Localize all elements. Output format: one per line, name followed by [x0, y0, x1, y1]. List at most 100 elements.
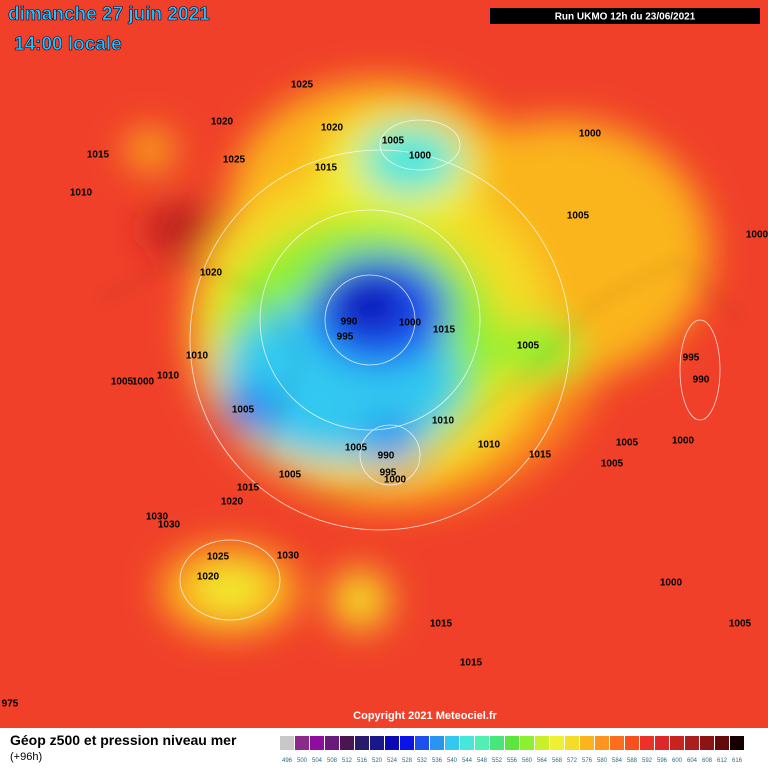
scale-label: 536: [432, 758, 443, 764]
scale-label: 532: [417, 758, 428, 764]
isobar-label: 1005: [345, 443, 368, 454]
legend-title: Géop z500 et pression niveau mer: [10, 732, 237, 748]
isobar-label: 995: [683, 353, 700, 364]
scale-swatch: [520, 736, 534, 750]
scale-label: 580: [597, 758, 608, 764]
scale-label: 568: [552, 758, 563, 764]
scale-label: 548: [477, 758, 488, 764]
scale-swatch: [415, 736, 429, 750]
isobar-label: 1000: [399, 318, 422, 329]
isobar-label: 990: [693, 375, 710, 386]
isobar-label: 1000: [579, 129, 602, 140]
isobar-label: 1005: [616, 438, 639, 449]
scale-label: 552: [492, 758, 503, 764]
isobar-label: 1000: [660, 578, 683, 589]
color-scale: 496 500 504 508 512 516 520 524 528 532 536 540 544 5…: [280, 736, 744, 764]
run-info: Run UKMO 12h du 23/06/2021: [555, 12, 696, 23]
isobar-label: 1010: [70, 188, 93, 199]
scale-label: 496: [282, 758, 293, 764]
scale-swatch: [670, 736, 684, 750]
isobar-label: 1020: [197, 572, 220, 583]
scale-label: 560: [522, 758, 533, 764]
scale-label: 528: [402, 758, 413, 764]
scale-label: 512: [342, 758, 353, 764]
isobar-label: 1010: [186, 351, 209, 362]
isobar-label: 1020: [221, 497, 244, 508]
scale-label: 524: [387, 758, 398, 764]
scale-label: 500: [297, 758, 308, 764]
scale-label: 596: [657, 758, 668, 764]
scale-swatch: [355, 736, 369, 750]
isobar-label: 1020: [321, 123, 344, 134]
run-box: [490, 8, 760, 24]
scale-swatch: [370, 736, 384, 750]
copyright: Copyright 2021 Meteociel.fr: [353, 710, 497, 722]
scale-swatch: [385, 736, 399, 750]
scale-swatch: [535, 736, 549, 750]
isobar-label: 1025: [207, 552, 230, 563]
isobar-label: 990: [341, 317, 358, 328]
scale-swatch: [430, 736, 444, 750]
scale-label: 540: [447, 758, 458, 764]
isobar-labels: 1025 1020 1020 1015 1025 1015 1005 1000 1000 1010…: [2, 80, 768, 710]
scale-label: 604: [687, 758, 698, 764]
isobar-label: 995: [380, 468, 397, 479]
isobar-label: 1020: [211, 117, 234, 128]
scale-label: 516: [357, 758, 368, 764]
isobar-label: 1010: [432, 416, 455, 427]
scale-label: 564: [537, 758, 548, 764]
legend-lead: (+96h): [10, 751, 42, 763]
isobar-label: 1000: [672, 436, 695, 447]
geopotential-field: [125, 80, 710, 635]
scale-label: 556: [507, 758, 518, 764]
scale-swatch: [580, 736, 594, 750]
isobar-label: 1020: [200, 268, 223, 279]
scale-label: 588: [627, 758, 638, 764]
scale-label: 576: [582, 758, 593, 764]
isobar-label: 1005: [111, 377, 134, 388]
scale-swatch: [565, 736, 579, 750]
scale-label: 544: [462, 758, 473, 764]
isobar-label: 1015: [87, 150, 110, 161]
scale-label: 612: [717, 758, 728, 764]
scale-label: 584: [612, 758, 623, 764]
isobar-label: 1025: [223, 155, 246, 166]
scale-swatch: [490, 736, 504, 750]
scale-swatch: [655, 736, 669, 750]
isobar-label: 1005: [382, 136, 405, 147]
scale-swatch: [475, 736, 489, 750]
scale-swatch: [340, 736, 354, 750]
isobar-label: 1005: [517, 341, 540, 352]
isobar-label: 1010: [157, 371, 180, 382]
scale-swatch: [730, 736, 744, 750]
isobar-label: 1015: [430, 619, 453, 630]
scale-swatch: [715, 736, 729, 750]
scale-label: 608: [702, 758, 713, 764]
scale-label: 520: [372, 758, 383, 764]
isobar-label: 1025: [291, 80, 314, 91]
scale-swatch: [445, 736, 459, 750]
isobar-label: 1005: [567, 211, 590, 222]
isobar-label: 1000: [384, 475, 407, 486]
scale-label: 572: [567, 758, 578, 764]
isobar-label: 1005: [279, 470, 302, 481]
scale-swatch: [685, 736, 699, 750]
scale-label: 600: [672, 758, 683, 764]
isobar-label: 990: [378, 451, 395, 462]
scale-swatch: [610, 736, 624, 750]
scale-swatch: [400, 736, 414, 750]
isobar-label: 1030: [158, 520, 181, 531]
isobar-label: 1015: [237, 483, 260, 494]
scale-swatch: [310, 736, 324, 750]
isobar-label: 1030: [146, 512, 169, 523]
isobars: [179, 119, 721, 621]
scale-swatch: [460, 736, 474, 750]
isobar-label: 1015: [315, 163, 338, 174]
scale-label: 504: [312, 758, 323, 764]
isobar-label: 1000: [409, 151, 432, 162]
scale-swatch: [325, 736, 339, 750]
scale-swatch: [550, 736, 564, 750]
scale-swatch: [700, 736, 714, 750]
isobar-label: 1010: [478, 440, 501, 451]
